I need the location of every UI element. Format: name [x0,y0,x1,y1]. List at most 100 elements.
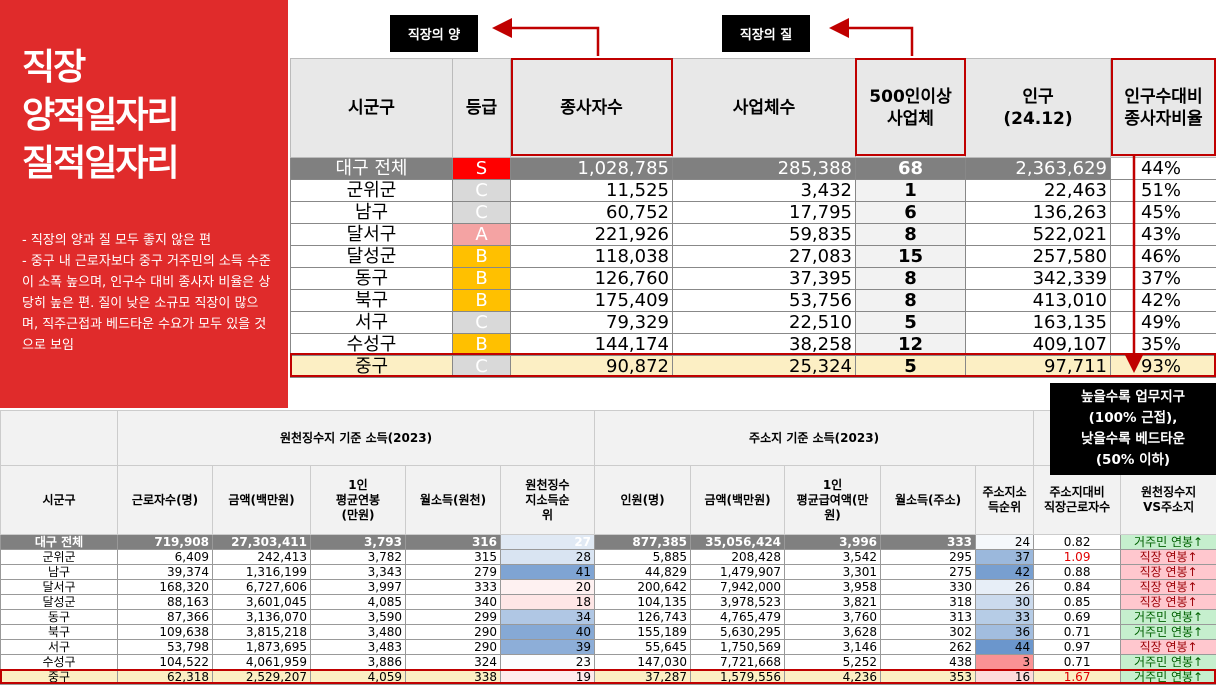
cell: 17,795 [673,202,856,224]
cell: 40 [501,625,595,640]
cell: B [453,246,511,268]
cell: 136,263 [966,202,1111,224]
cell: 1,873,695 [213,640,311,655]
cell: 35,056,424 [691,535,785,550]
cell: 126,743 [595,610,691,625]
cell: 27,303,411 [213,535,311,550]
cell: 3,978,523 [691,595,785,610]
cell: 1,316,199 [213,565,311,580]
cell: 1 [856,180,966,202]
cell: 1,579,556 [691,670,785,685]
cell: 0.97 [1034,640,1121,655]
header-cell: 1인 평균급여액(만 원) [785,466,881,535]
cell: 318 [881,595,976,610]
cell: 38,258 [673,334,856,356]
cell: 33 [976,610,1034,625]
cell: 3,886 [311,655,406,670]
cell: 27,083 [673,246,856,268]
cell: 중구 [291,356,453,378]
cell: 직장 연봉↑ [1121,640,1216,655]
cell: 북구 [1,625,118,640]
group-cell: 주소지 기준 소득(2023) [595,411,1034,466]
cell: 3,136,070 [213,610,311,625]
ratio-note: 높을수록 업무지구 (100% 근접), 낮을수록 베드타운 (50% 이하) [1050,383,1216,475]
cell: B [453,268,511,290]
sidebar: 직장 양적일자리 질적일자리 - 직장의 양과 질 모두 좋지 않은 편 - 중… [0,0,288,408]
cell: 42% [1111,290,1216,312]
cell: 37,395 [673,268,856,290]
cell: 직장 연봉↑ [1121,550,1216,565]
cell: 62,318 [118,670,213,685]
cell: 22,463 [966,180,1111,202]
cell: 2,529,207 [213,670,311,685]
cell: 19 [501,670,595,685]
cell: 5 [856,356,966,378]
cell: 5,885 [595,550,691,565]
cell: 59,835 [673,224,856,246]
cell: 북구 [291,290,453,312]
cell: 51% [1111,180,1216,202]
cell: 달성군 [291,246,453,268]
cell: 2,363,629 [966,158,1111,180]
cell: 44,829 [595,565,691,580]
cell: 28 [501,550,595,565]
header-cell: 500인이상 사업체 [856,59,966,158]
header-cell: 1인 평균연봉 (만원) [311,466,406,535]
cell: 5,252 [785,655,881,670]
note: - 중구 내 근로자보다 중구 거주민의 소득 수준이 소폭 높으며, 인구수 … [22,251,274,356]
cell: 155,189 [595,625,691,640]
cell: 44 [976,640,1034,655]
cell: 8 [856,290,966,312]
cell: 16 [976,670,1034,685]
cell: 0.71 [1034,625,1121,640]
cell: 79,329 [511,312,673,334]
cell: 3,480 [311,625,406,640]
cell: 1,028,785 [511,158,673,180]
cell: 남구 [1,565,118,580]
cell: B [453,334,511,356]
header-cell: 인구 (24.12) [966,59,1111,158]
cell: 달성군 [1,595,118,610]
header-cell: 금액(백만원) [213,466,311,535]
cell: 0.82 [1034,535,1121,550]
cell: 1,479,907 [691,565,785,580]
cell: 4,059 [311,670,406,685]
cell: 12 [856,334,966,356]
group-cell [1,411,118,466]
cell: 3,483 [311,640,406,655]
cell: 35% [1111,334,1216,356]
cell: 324 [406,655,501,670]
header-cell: 주소지대비 직장근로자수 [1034,466,1121,535]
cell: 37 [976,550,1034,565]
cell: 242,413 [213,550,311,565]
cell: 3,343 [311,565,406,580]
cell: 직장 연봉↑ [1121,595,1216,610]
cell: 109,638 [118,625,213,640]
cell: 3,996 [785,535,881,550]
cell: 20 [501,580,595,595]
note: - 직장의 양과 질 모두 좋지 않은 편 [22,230,274,251]
cell: 34 [501,610,595,625]
header-cell: 시군구 [291,59,453,158]
cell: 1.09 [1034,550,1121,565]
cell: 330 [881,580,976,595]
cell: 43% [1111,224,1216,246]
header-cell: 원천징수지 VS주소지 [1121,466,1216,535]
cell: 5 [856,312,966,334]
cell: 3,301 [785,565,881,580]
